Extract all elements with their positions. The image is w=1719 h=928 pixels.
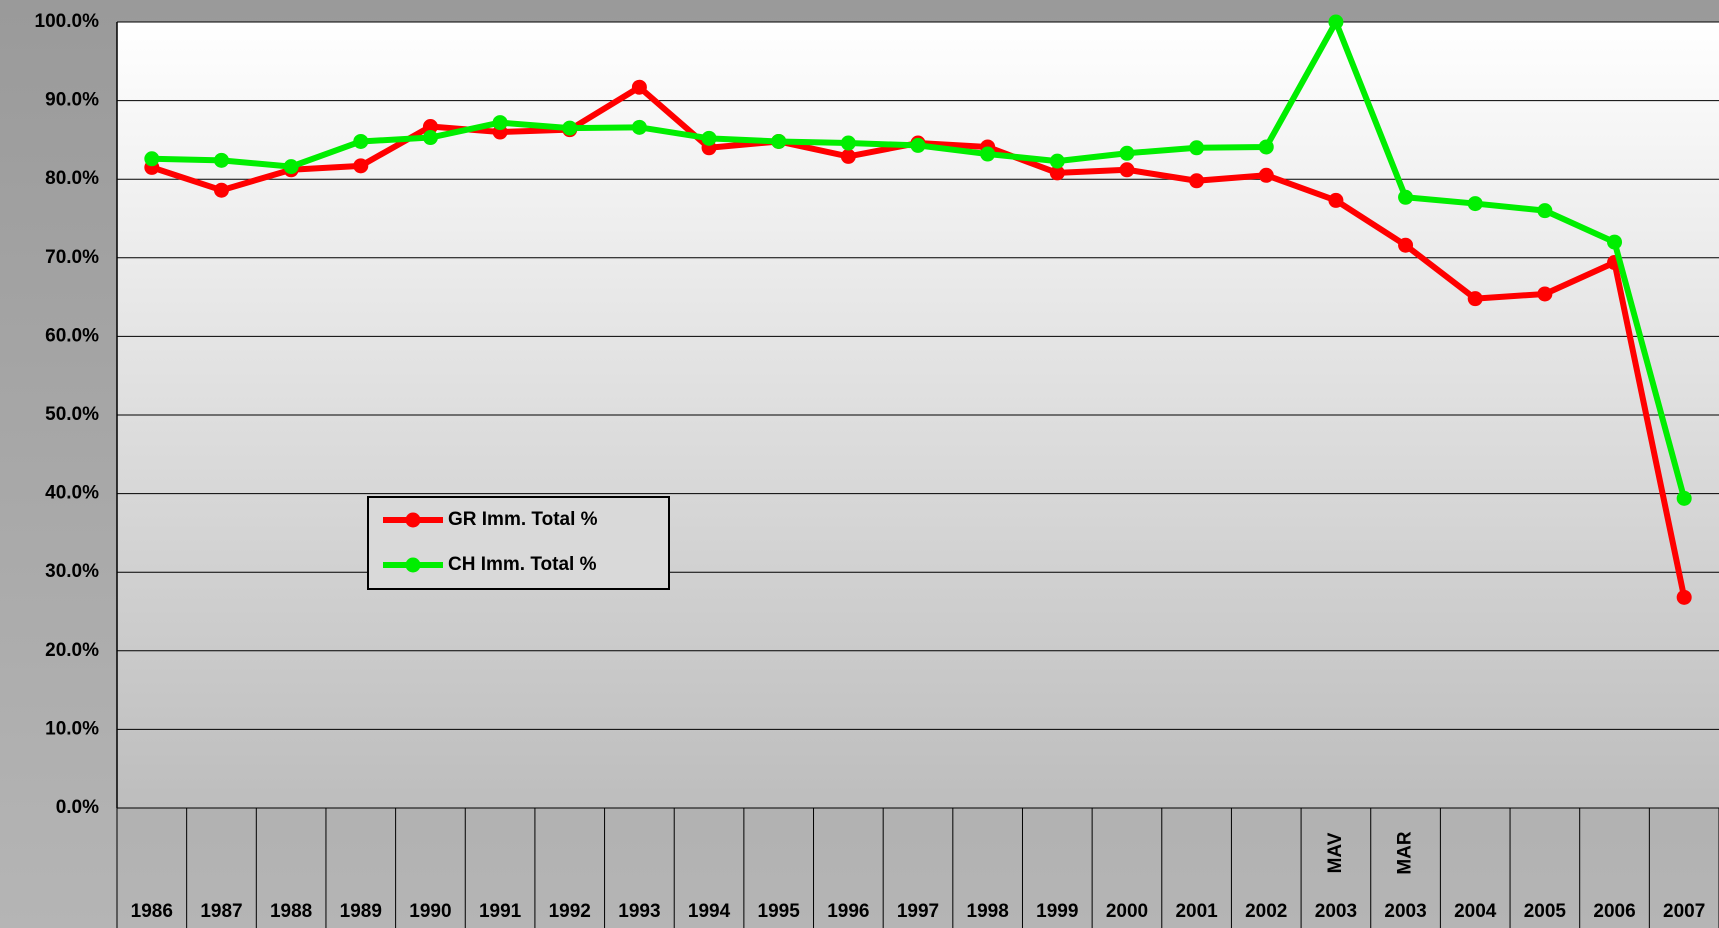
data-point	[422, 130, 438, 146]
data-point	[1676, 589, 1692, 605]
x-tick-label: 1986	[131, 901, 173, 922]
data-point	[980, 146, 996, 162]
data-point	[771, 133, 787, 149]
x-tick-label: 2001	[1175, 901, 1218, 922]
data-point	[1537, 203, 1553, 219]
x-tick-label: 1997	[897, 901, 939, 922]
data-point	[701, 130, 717, 146]
data-point	[1467, 196, 1483, 212]
data-point	[840, 148, 856, 164]
data-point	[631, 79, 647, 95]
x-tick-label: 1990	[409, 901, 451, 922]
x-tick-label: 1987	[200, 901, 242, 922]
data-point	[1398, 237, 1414, 253]
x-tick-label: 1998	[967, 901, 1009, 922]
y-tick-label: 80.0%	[45, 168, 99, 189]
data-point	[213, 182, 229, 198]
x-tick-label: 1996	[827, 901, 869, 922]
x-tick-label: 2002	[1245, 901, 1287, 922]
data-point	[353, 133, 369, 149]
data-point	[422, 119, 438, 135]
data-point	[1049, 165, 1065, 181]
data-point	[910, 137, 926, 153]
data-point	[492, 115, 508, 131]
x-tick-label: 2003	[1315, 901, 1357, 922]
x-tick-label: 1993	[618, 901, 660, 922]
x-tick-label: 2003	[1384, 901, 1426, 922]
data-point	[1398, 189, 1414, 205]
data-point	[1049, 153, 1065, 169]
legend-box	[367, 496, 670, 590]
legend-label: GR Imm. Total %	[448, 509, 598, 530]
x-tick-label: 2004	[1454, 901, 1497, 922]
data-point	[1328, 14, 1344, 30]
data-point	[1258, 139, 1274, 155]
data-point	[1258, 167, 1274, 183]
x-tick-label: 2000	[1106, 901, 1148, 922]
y-tick-label: 70.0%	[45, 247, 99, 268]
data-point	[1328, 192, 1344, 208]
y-tick-label: 40.0%	[45, 483, 99, 504]
data-point	[144, 151, 160, 167]
y-tick-label: 100.0%	[35, 11, 100, 32]
y-tick-label: 30.0%	[45, 561, 99, 582]
y-tick-label: 50.0%	[45, 404, 99, 425]
x-tick-label: 2005	[1524, 901, 1567, 922]
x-tick-label: 1992	[549, 901, 591, 922]
y-tick-label: 0.0%	[56, 797, 99, 818]
data-point	[1467, 291, 1483, 307]
data-point	[631, 119, 647, 135]
x-tick-label: 1989	[340, 901, 382, 922]
data-point	[1119, 162, 1135, 178]
x-tick-label: 2007	[1663, 901, 1705, 922]
data-point	[1607, 234, 1623, 250]
x-tick-label: 1995	[758, 901, 801, 922]
legend-marker	[405, 512, 421, 528]
data-point	[562, 120, 578, 136]
x-sublabel: MAR	[1395, 831, 1416, 875]
data-point	[283, 159, 299, 175]
data-point	[1119, 145, 1135, 161]
data-point	[1189, 140, 1205, 156]
y-tick-label: 90.0%	[45, 90, 99, 111]
legend-marker	[405, 557, 421, 573]
data-point	[1537, 286, 1553, 302]
data-point	[840, 135, 856, 151]
x-tick-label: 1991	[479, 901, 522, 922]
data-point	[353, 158, 369, 174]
x-tick-label: 1994	[688, 901, 731, 922]
y-tick-label: 20.0%	[45, 640, 99, 661]
x-tick-label: 1988	[270, 901, 312, 922]
legend-label: CH Imm. Total %	[448, 554, 597, 575]
y-tick-label: 60.0%	[45, 325, 99, 346]
data-point	[1676, 490, 1692, 506]
x-sublabel: MAV	[1325, 832, 1346, 873]
y-tick-label: 10.0%	[45, 718, 99, 739]
x-tick-label: 2006	[1593, 901, 1635, 922]
data-point	[1189, 173, 1205, 189]
data-point	[213, 152, 229, 168]
x-tick-label: 1999	[1036, 901, 1078, 922]
